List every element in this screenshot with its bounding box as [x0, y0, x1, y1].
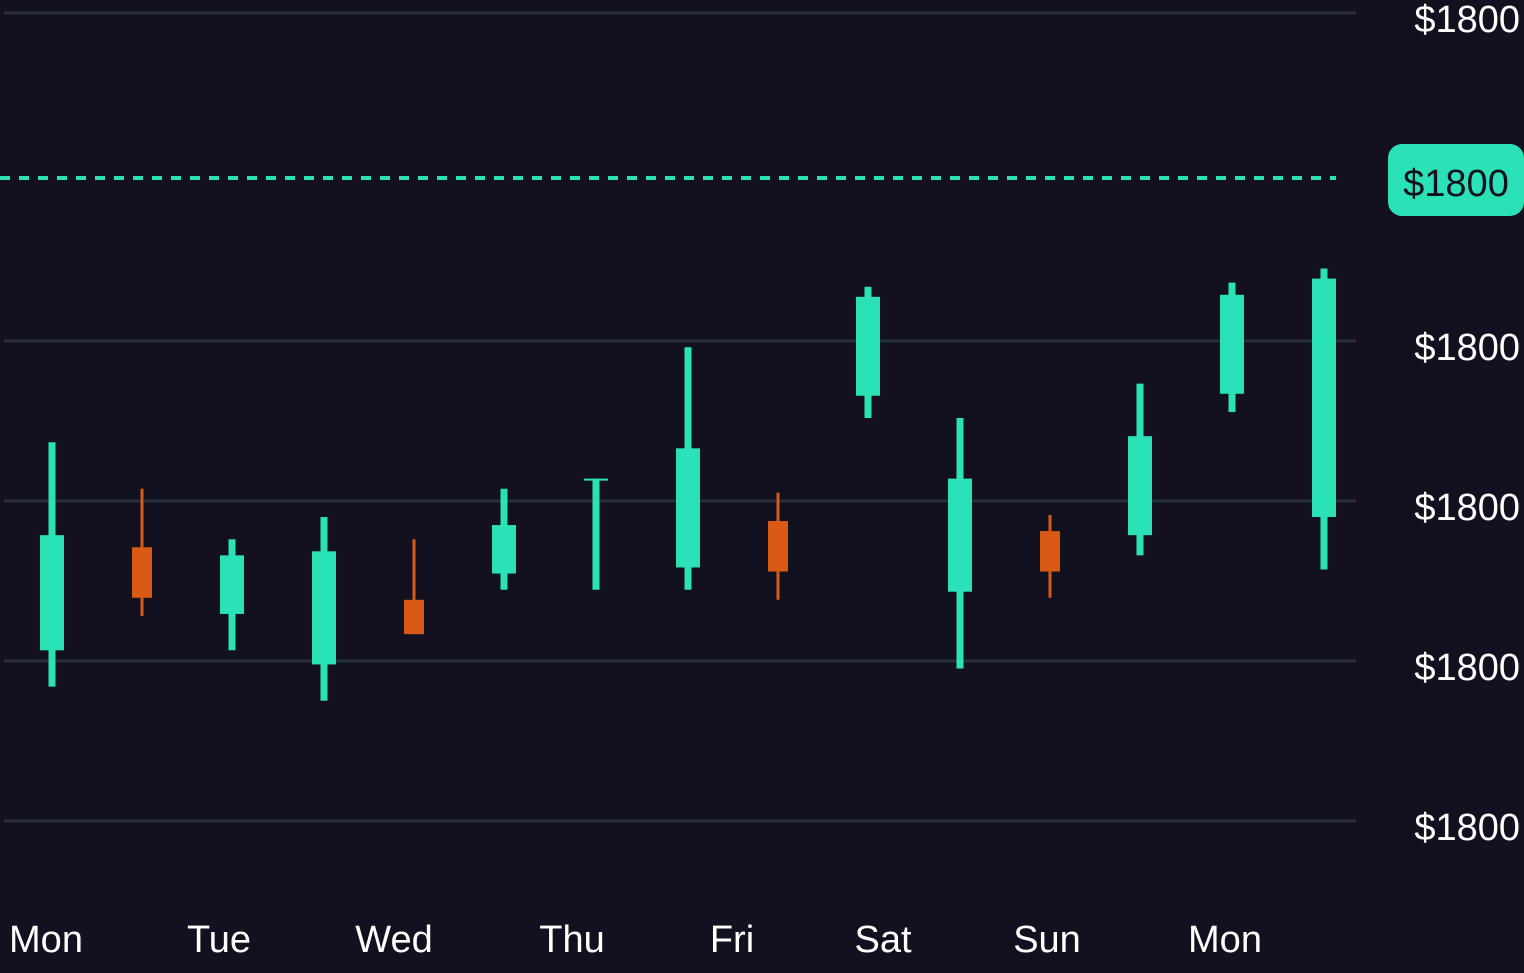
candle-body	[676, 448, 700, 568]
x-tick-label: Sat	[854, 919, 911, 961]
candle	[948, 418, 972, 669]
candle-body	[856, 296, 880, 396]
candle-body	[1128, 436, 1152, 536]
x-tick-label: Fri	[710, 919, 754, 961]
candle-body	[768, 521, 788, 572]
candle-body	[948, 478, 972, 592]
current-price-label: $1800	[1403, 163, 1509, 205]
candle	[40, 442, 64, 687]
y-tick-label: $1800	[1414, 327, 1520, 369]
candle	[404, 539, 424, 635]
x-tick-label: Thu	[539, 919, 604, 961]
candle	[856, 286, 880, 418]
candle	[676, 347, 700, 590]
candle-body	[40, 535, 64, 651]
candles	[40, 268, 1336, 701]
candle	[132, 488, 152, 616]
candle-body	[404, 599, 424, 635]
candle-body	[1312, 278, 1336, 517]
current-price-badge	[1388, 144, 1524, 216]
candle-body	[132, 547, 152, 598]
x-tick-label: Mon	[9, 919, 83, 961]
candle	[220, 539, 244, 651]
candle	[1220, 282, 1244, 412]
candle-body	[584, 478, 608, 481]
y-tick-label: $1800	[1414, 807, 1520, 849]
x-tick-label: Mon	[1188, 919, 1262, 961]
candle	[492, 488, 516, 590]
candle	[1040, 514, 1060, 598]
x-axis-labels: Mon Tue Wed Thu Fri Sat Sun Mon	[9, 919, 1262, 961]
candle	[584, 478, 608, 590]
candle-body	[1220, 294, 1244, 394]
current-price-line-group: $1800	[0, 144, 1524, 216]
candle	[1312, 268, 1336, 570]
y-axis-labels: $1800 $1800 $1800 $1800 $1800	[1414, 0, 1520, 849]
candle-body	[492, 525, 516, 574]
candle	[312, 516, 336, 701]
y-tick-label: $1800	[1414, 487, 1520, 529]
x-tick-label: Tue	[187, 919, 251, 961]
candle	[1128, 383, 1152, 556]
candle-body	[312, 551, 336, 665]
x-tick-label: Wed	[355, 919, 432, 961]
y-tick-label: $1800	[1414, 647, 1520, 689]
x-tick-label: Sun	[1013, 919, 1081, 961]
y-tick-label: $1800	[1414, 0, 1520, 41]
candle-body	[220, 555, 244, 614]
candle	[768, 492, 788, 600]
candle-body	[1040, 531, 1060, 572]
